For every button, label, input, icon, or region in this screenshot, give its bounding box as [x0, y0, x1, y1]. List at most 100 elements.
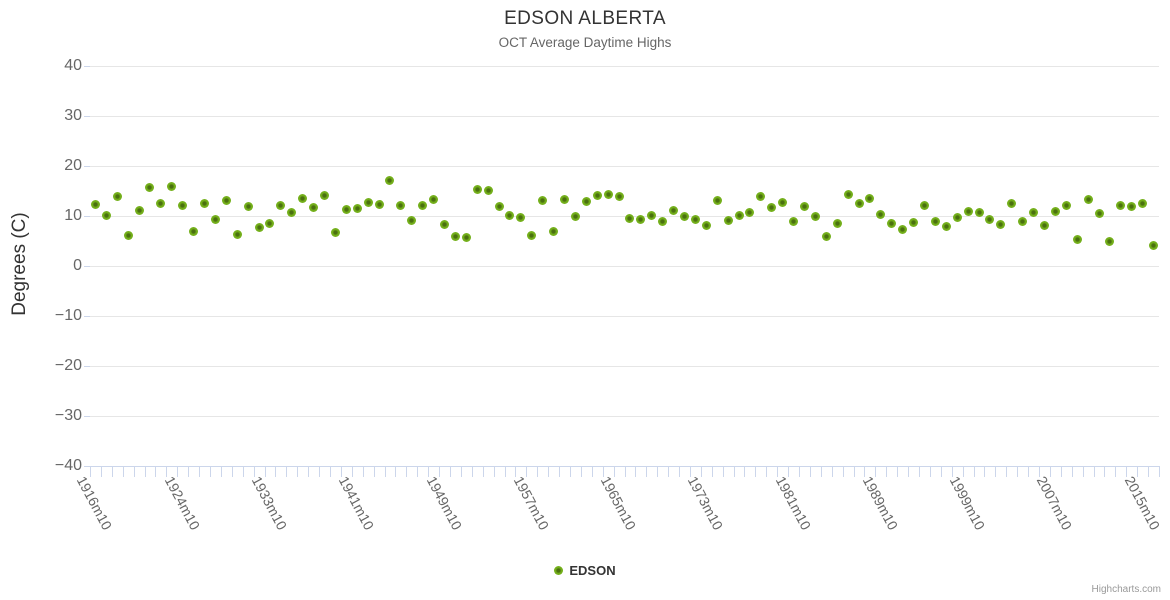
- data-point[interactable]: [952, 213, 962, 222]
- data-point[interactable]: [450, 231, 460, 241]
- data-point[interactable]: [298, 194, 308, 203]
- data-point[interactable]: [341, 205, 351, 214]
- data-point[interactable]: [669, 205, 679, 215]
- data-point[interactable]: [778, 198, 788, 207]
- data-point[interactable]: [418, 201, 428, 210]
- data-point[interactable]: [254, 223, 264, 232]
- data-point[interactable]: [200, 198, 210, 208]
- data-point[interactable]: [429, 195, 439, 204]
- legend-item-edson[interactable]: EDSON: [0, 561, 1170, 579]
- data-point[interactable]: [472, 185, 482, 194]
- data-point[interactable]: [516, 213, 526, 222]
- data-point[interactable]: [581, 197, 591, 206]
- data-point[interactable]: [123, 230, 133, 240]
- data-point[interactable]: [658, 217, 668, 226]
- data-point[interactable]: [178, 201, 188, 210]
- data-point[interactable]: [90, 199, 100, 209]
- data-point[interactable]: [898, 224, 908, 234]
- data-point[interactable]: [396, 201, 406, 210]
- data-point[interactable]: [909, 218, 919, 227]
- data-point[interactable]: [145, 183, 155, 192]
- data-point[interactable]: [789, 217, 799, 226]
- data-point[interactable]: [385, 176, 395, 185]
- data-point[interactable]: [603, 190, 613, 199]
- data-point[interactable]: [821, 232, 831, 241]
- data-point[interactable]: [745, 208, 755, 217]
- highcharts-credit-link[interactable]: Highcharts.com: [1091, 584, 1161, 595]
- data-point[interactable]: [690, 215, 700, 224]
- data-point[interactable]: [483, 185, 493, 195]
- data-point[interactable]: [592, 191, 602, 200]
- data-point[interactable]: [985, 214, 995, 224]
- data-point[interactable]: [330, 228, 340, 237]
- data-point[interactable]: [712, 195, 722, 205]
- data-point[interactable]: [320, 191, 330, 200]
- data-point[interactable]: [614, 191, 624, 201]
- data-point[interactable]: [287, 208, 297, 217]
- data-point[interactable]: [1116, 201, 1126, 210]
- data-point[interactable]: [1083, 194, 1093, 204]
- data-point[interactable]: [232, 230, 242, 239]
- data-point[interactable]: [221, 196, 231, 205]
- data-point[interactable]: [505, 211, 515, 220]
- data-point[interactable]: [1072, 234, 1082, 244]
- data-point[interactable]: [112, 192, 122, 201]
- data-point[interactable]: [538, 195, 548, 205]
- data-point[interactable]: [1138, 199, 1148, 208]
- data-point[interactable]: [549, 227, 559, 236]
- data-point[interactable]: [876, 210, 886, 219]
- data-point[interactable]: [101, 211, 111, 220]
- data-point[interactable]: [276, 201, 286, 210]
- data-point[interactable]: [407, 215, 417, 225]
- data-point[interactable]: [1029, 208, 1039, 217]
- data-point[interactable]: [723, 216, 733, 225]
- data-point[interactable]: [570, 212, 580, 221]
- data-point[interactable]: [1061, 201, 1071, 210]
- data-point[interactable]: [1018, 217, 1028, 226]
- data-point[interactable]: [636, 215, 646, 224]
- data-point[interactable]: [363, 197, 373, 207]
- data-point[interactable]: [996, 220, 1006, 229]
- data-point[interactable]: [189, 226, 199, 236]
- data-point[interactable]: [854, 199, 864, 208]
- data-point[interactable]: [352, 204, 362, 213]
- data-point[interactable]: [560, 195, 569, 204]
- data-point[interactable]: [1094, 209, 1104, 218]
- data-point[interactable]: [963, 206, 973, 216]
- data-point[interactable]: [134, 206, 144, 215]
- data-point[interactable]: [767, 203, 777, 212]
- data-point[interactable]: [1007, 199, 1017, 208]
- data-point[interactable]: [309, 203, 319, 212]
- data-point[interactable]: [941, 221, 951, 231]
- data-point[interactable]: [210, 215, 220, 224]
- data-point[interactable]: [865, 194, 875, 203]
- data-point[interactable]: [843, 190, 853, 199]
- data-point[interactable]: [647, 210, 657, 220]
- data-point[interactable]: [799, 202, 809, 211]
- data-point[interactable]: [701, 220, 711, 230]
- data-point[interactable]: [679, 211, 689, 221]
- data-point[interactable]: [832, 219, 842, 228]
- data-point[interactable]: [156, 199, 166, 208]
- data-point[interactable]: [1127, 202, 1137, 211]
- data-point[interactable]: [734, 211, 744, 220]
- data-point[interactable]: [887, 219, 897, 228]
- data-point[interactable]: [1039, 220, 1049, 230]
- data-point[interactable]: [374, 200, 384, 209]
- data-point[interactable]: [265, 219, 275, 228]
- data-point[interactable]: [527, 231, 537, 240]
- data-point[interactable]: [243, 201, 253, 211]
- data-point[interactable]: [167, 182, 177, 191]
- data-point[interactable]: [756, 191, 766, 201]
- data-point[interactable]: [1050, 207, 1060, 216]
- data-point[interactable]: [440, 219, 449, 229]
- data-point[interactable]: [919, 201, 929, 210]
- data-point[interactable]: [1149, 240, 1159, 250]
- data-point[interactable]: [1105, 236, 1115, 246]
- data-point[interactable]: [930, 217, 940, 226]
- data-point[interactable]: [974, 208, 984, 217]
- data-point[interactable]: [625, 214, 635, 223]
- data-point[interactable]: [810, 212, 820, 221]
- data-point[interactable]: [494, 201, 504, 211]
- data-point[interactable]: [461, 233, 471, 242]
